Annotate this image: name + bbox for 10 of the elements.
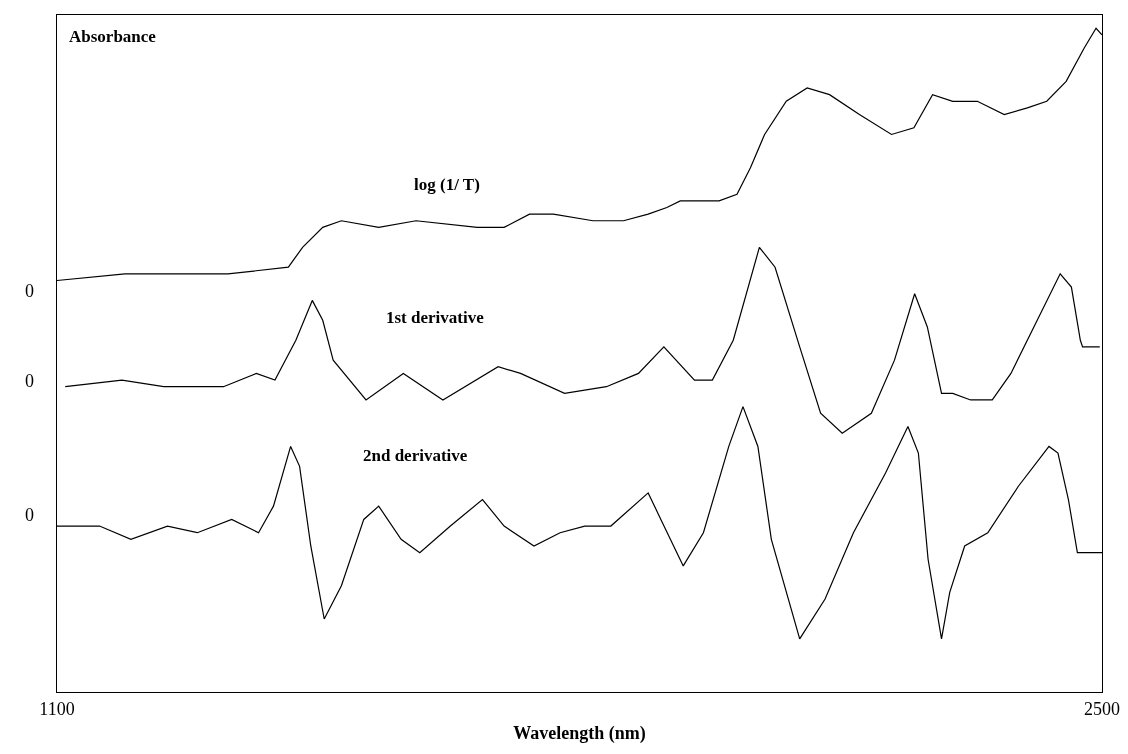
text: 1st derivative (386, 308, 485, 327)
x-tick-label: 2500 (1084, 698, 1120, 719)
x-tick-label: 1100 (39, 698, 75, 719)
series-label: log (1/ T) (414, 175, 480, 194)
text: 0 (25, 281, 34, 301)
y-axis-title: Absorbance (69, 27, 157, 46)
text: 0 (25, 505, 34, 525)
text: 0 (25, 371, 34, 391)
text: 2nd derivative (363, 446, 468, 465)
x-axis-title: Wavelength (nm) (513, 722, 646, 744)
